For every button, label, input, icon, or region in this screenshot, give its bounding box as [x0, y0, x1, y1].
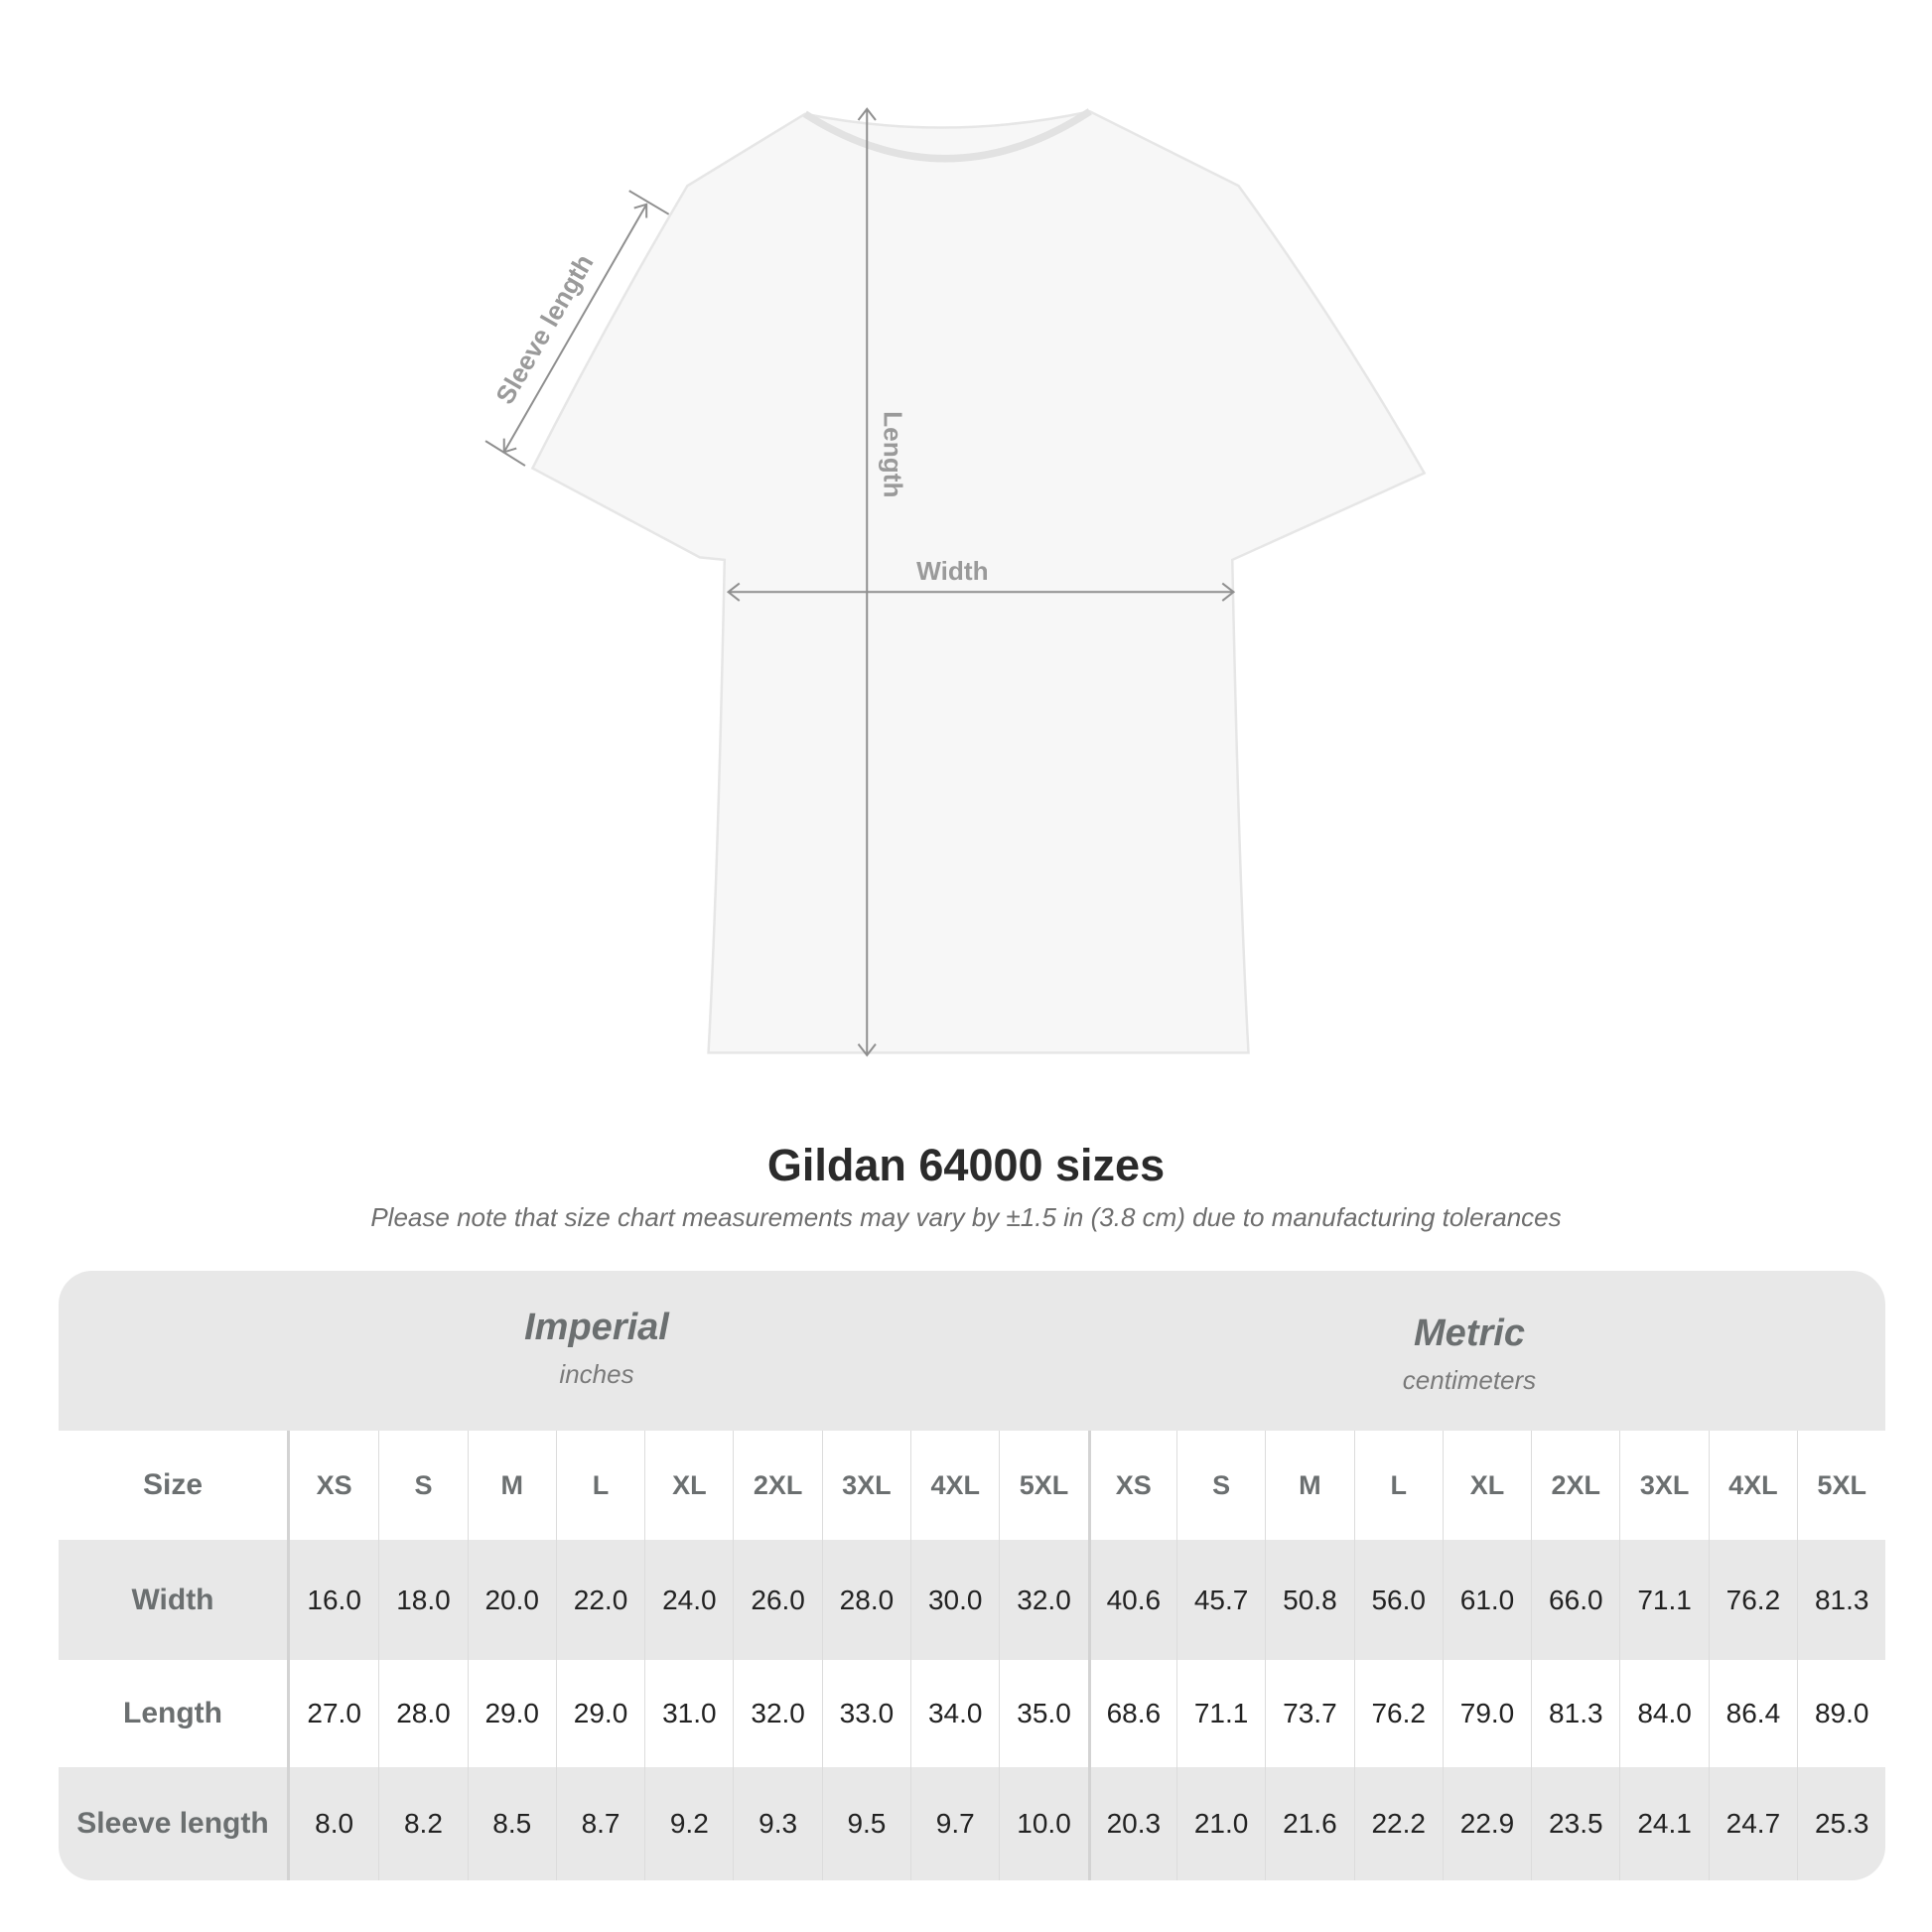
table-cell: 32.0 [999, 1540, 1087, 1660]
table-cell: 29.0 [555, 1660, 644, 1767]
length-label: Length [879, 411, 908, 497]
table-cell: 8.2 [378, 1767, 467, 1880]
table-cell: 25.3 [1797, 1767, 1885, 1880]
table-cell: 30.0 [910, 1540, 999, 1660]
table-cell: 8.0 [315, 1808, 354, 1839]
table-cell: 21.0 [1175, 1767, 1265, 1880]
table-cell: 5XL [999, 1431, 1087, 1540]
table-cell: XL [644, 1431, 733, 1540]
table-cell: 8.7 [555, 1767, 644, 1880]
table-cell: 16.0 [307, 1584, 361, 1615]
table-cell: 81.3 [1531, 1660, 1619, 1767]
table-cell: 4XL [1708, 1431, 1797, 1540]
table-cell: 10.0 [999, 1767, 1087, 1880]
table-cell: 4XL [910, 1431, 999, 1540]
imperial-unit: inches [559, 1359, 634, 1389]
table-cell: 56.0 [1353, 1540, 1443, 1660]
table-cell: 24.7 [1708, 1767, 1797, 1880]
row-label: Size [59, 1431, 290, 1540]
table-cell: 20.3 [1087, 1767, 1176, 1880]
table-cell: 27.0 [307, 1698, 361, 1728]
sleeve-arrow [502, 204, 648, 453]
size-table: Imperial inches Metric centimeters Size X… [59, 1271, 1885, 1880]
metric-unit: centimeters [1402, 1365, 1537, 1395]
table-cell: 24.0 [644, 1540, 733, 1660]
table-cell: 73.7 [1265, 1660, 1353, 1767]
metric-header: Metric centimeters [1221, 1312, 1718, 1396]
table-cell: 23.5 [1531, 1767, 1619, 1880]
table-cell: 3XL [1619, 1431, 1708, 1540]
table-cell: 9.7 [910, 1767, 999, 1880]
page-title: Gildan 64000 sizes [766, 1140, 1166, 1190]
table-cell: 35.0 [999, 1660, 1087, 1767]
table-cell: 18.0 [378, 1540, 467, 1660]
table-cell: 9.3 [733, 1767, 821, 1880]
table-cell: 66.0 [1531, 1540, 1619, 1660]
table-cell: 28.0 [821, 1540, 910, 1660]
table-cell: 71.1 [1175, 1660, 1265, 1767]
table-cell: 2XL [1531, 1431, 1619, 1540]
table-cell: 29.0 [467, 1660, 556, 1767]
table-cell: 3XL [821, 1431, 910, 1540]
table-cell: 84.0 [1619, 1660, 1708, 1767]
table-cell: M [1265, 1431, 1353, 1540]
row-label: Sleeve length [59, 1767, 290, 1880]
table-cell: 22.2 [1353, 1767, 1443, 1880]
table-cell: S [1175, 1431, 1265, 1540]
imperial-header: Imperial inches [348, 1307, 845, 1390]
table-cell: 76.2 [1708, 1540, 1797, 1660]
table-cell: L [1353, 1431, 1443, 1540]
table-row: Sleeve length 8.0 8.2 8.5 8.7 9.2 9.3 9.5 9.7 10.… [59, 1767, 1885, 1880]
table-cell: L [555, 1431, 644, 1540]
table-cell: XL [1442, 1431, 1531, 1540]
table-cell: 9.5 [821, 1767, 910, 1880]
row-label: Width [59, 1540, 290, 1660]
table-cell: XS [1087, 1431, 1176, 1540]
table-row: Length 27.0 28.0 29.0 29.0 31.0 32.0 33.0 34.0 35… [59, 1660, 1885, 1767]
size-row: Size XS S M L XL 2XL 3XL 4XL 5XL XS S M L XL 2XL 3XL 4XL 5… [59, 1431, 1885, 1540]
table-cell: M [467, 1431, 556, 1540]
row-label: Length [59, 1660, 290, 1767]
table-cell: 68.6 [1087, 1660, 1176, 1767]
table-cell: 50.8 [1265, 1540, 1353, 1660]
table-cell: 45.7 [1175, 1540, 1265, 1660]
table-cell: 79.0 [1442, 1660, 1531, 1767]
table-cell: 81.3 [1797, 1540, 1885, 1660]
table-cell: 32.0 [733, 1660, 821, 1767]
tolerance-note: Please note that size chart measurements… [370, 1202, 1562, 1232]
table-cell: XS [316, 1469, 352, 1500]
tshirt-diagram: Sleeve length Length Width [484, 107, 1427, 1057]
table-cell: 33.0 [821, 1660, 910, 1767]
table-row: Width 16.0 18.0 20.0 22.0 24.0 26.0 28.0 30.0 32.… [59, 1540, 1885, 1660]
table-cell: 8.5 [467, 1767, 556, 1880]
table-cell: 21.6 [1265, 1767, 1353, 1880]
table-cell: 89.0 [1797, 1660, 1885, 1767]
table-cell: S [378, 1431, 467, 1540]
table-cell: 76.2 [1353, 1660, 1443, 1767]
table-cell: 61.0 [1442, 1540, 1531, 1660]
table-cell: 26.0 [733, 1540, 821, 1660]
table-cell: 2XL [733, 1431, 821, 1540]
table-cell: 34.0 [910, 1660, 999, 1767]
table-cell: 24.1 [1619, 1767, 1708, 1880]
table-cell: 22.9 [1442, 1767, 1531, 1880]
table-cell: 40.6 [1087, 1540, 1176, 1660]
table-cell: 9.2 [644, 1767, 733, 1880]
table-cell: 31.0 [644, 1660, 733, 1767]
imperial-title: Imperial [524, 1307, 669, 1348]
table-cell: 71.1 [1619, 1540, 1708, 1660]
table-cell: 86.4 [1708, 1660, 1797, 1767]
table-cell: 22.0 [555, 1540, 644, 1660]
width-label: Width [916, 556, 988, 586]
table-cell: 5XL [1797, 1431, 1885, 1540]
metric-title: Metric [1414, 1312, 1525, 1354]
table-cell: 28.0 [378, 1660, 467, 1767]
table-header: Imperial inches Metric centimeters [59, 1271, 1885, 1431]
table-cell: 20.0 [467, 1540, 556, 1660]
